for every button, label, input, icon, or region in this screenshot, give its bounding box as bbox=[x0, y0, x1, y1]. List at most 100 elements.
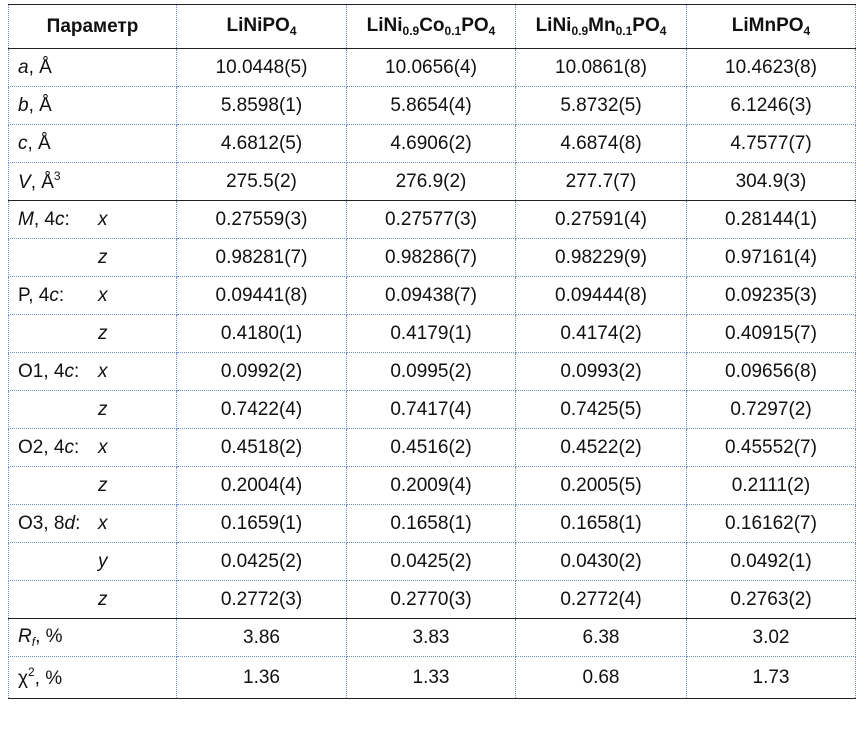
value-cell: 0.0425(2) bbox=[346, 542, 516, 581]
value-cell: 0.4518(2) bbox=[176, 428, 347, 467]
text-part: PO bbox=[461, 15, 489, 36]
value-cell: 0.98286(7) bbox=[346, 238, 516, 277]
text-part: R bbox=[18, 626, 32, 647]
value-cell: 10.0656(4) bbox=[346, 48, 516, 87]
param-label: a, Å bbox=[18, 57, 98, 79]
header-compound: LiNi0.9Co0.1PO4 bbox=[346, 4, 516, 49]
table-row: O1, 4c: x 0.0992(2) 0.0995(2) 0.0993(2) 0.096… bbox=[8, 352, 856, 391]
text-part: , Å bbox=[30, 172, 54, 193]
text-part: d bbox=[64, 512, 76, 534]
value-cell: 0.27559(3) bbox=[176, 200, 347, 239]
text-part: 2 bbox=[27, 665, 35, 679]
value-cell: 0.2770(3) bbox=[346, 580, 516, 619]
text-part: 4 bbox=[659, 24, 667, 38]
text-part: Co bbox=[419, 15, 445, 36]
coord-label: x bbox=[98, 512, 108, 534]
value-cell: 275.5(2) bbox=[176, 162, 347, 201]
value-cell: 0.0492(1) bbox=[686, 542, 856, 581]
param-cell: O1, 4c: x bbox=[8, 352, 177, 391]
text-part: LiMnPO bbox=[731, 15, 804, 36]
value-cell: 0.7422(4) bbox=[176, 390, 347, 429]
text-part: LiNi bbox=[535, 15, 572, 36]
value-cell: 0.7425(5) bbox=[515, 390, 687, 429]
text-part: Mn bbox=[588, 15, 616, 36]
param-cell: χ2, % bbox=[8, 656, 177, 699]
value-cell: 0.09656(8) bbox=[686, 352, 856, 391]
coord-label: x bbox=[98, 436, 108, 458]
text-part: , Å bbox=[28, 56, 52, 78]
text-part: b bbox=[18, 94, 29, 116]
param-cell: Rf, % bbox=[8, 618, 177, 657]
text-part: O1, 4 bbox=[18, 360, 65, 382]
text-part: P, 4 bbox=[18, 284, 50, 306]
value-cell: 3.86 bbox=[176, 618, 347, 657]
table-body: a, Å 10.0448(5) 10.0656(4) 10.0861(8) 10.462… bbox=[8, 48, 856, 699]
value-cell: 0.2772(4) bbox=[515, 580, 687, 619]
param-label: M, 4c: bbox=[18, 209, 98, 231]
text-part: , % bbox=[35, 626, 63, 647]
text-part: LiNiPO bbox=[226, 15, 290, 36]
text-part: : bbox=[75, 512, 81, 534]
table-row: z 0.98281(7) 0.98286(7) 0.98229(9) 0.97161(4… bbox=[8, 238, 856, 277]
value-cell: 276.9(2) bbox=[346, 162, 516, 201]
param-cell: O3, 8d: x bbox=[8, 504, 177, 543]
value-cell: 6.38 bbox=[515, 618, 687, 657]
text-part: c bbox=[18, 132, 28, 154]
value-cell: 0.0992(2) bbox=[176, 352, 347, 391]
text-part: , Å bbox=[27, 132, 51, 154]
text-part: a bbox=[18, 56, 29, 78]
value-cell: 0.28144(1) bbox=[686, 200, 856, 239]
value-cell: 10.4623(8) bbox=[686, 48, 856, 87]
table-row: b, Å 5.8598(1) 5.8654(4) 5.8732(5) 6.1246(3) bbox=[8, 86, 856, 125]
param-cell: z bbox=[8, 314, 177, 353]
value-cell: 0.7417(4) bbox=[346, 390, 516, 429]
value-cell: 0.0425(2) bbox=[176, 542, 347, 581]
param-label: b, Å bbox=[18, 95, 98, 117]
value-cell: 0.40915(7) bbox=[686, 314, 856, 353]
value-cell: 3.02 bbox=[686, 618, 856, 657]
value-cell: 0.7297(2) bbox=[686, 390, 856, 429]
value-cell: 0.0430(2) bbox=[515, 542, 687, 581]
param-cell: z bbox=[8, 390, 177, 429]
table-row: z 0.2772(3) 0.2770(3) 0.2772(4) 0.2763(2) bbox=[8, 580, 856, 619]
coord-label: z bbox=[98, 474, 108, 496]
value-cell: 1.33 bbox=[346, 656, 516, 699]
param-cell: b, Å bbox=[8, 86, 177, 125]
value-cell: 1.73 bbox=[686, 656, 856, 699]
value-cell: 10.0448(5) bbox=[176, 48, 347, 87]
value-cell: 0.97161(4) bbox=[686, 238, 856, 277]
value-cell: 5.8732(5) bbox=[515, 86, 687, 125]
table-row: O2, 4c: x 0.4518(2) 0.4516(2) 0.4522(2) 0.455… bbox=[8, 428, 856, 467]
value-cell: 0.98281(7) bbox=[176, 238, 347, 277]
text-part: O3, 8 bbox=[18, 512, 65, 534]
value-cell: 0.0995(2) bbox=[346, 352, 516, 391]
param-cell: z bbox=[8, 580, 177, 619]
coord-label: z bbox=[98, 588, 108, 610]
value-cell: 0.2005(5) bbox=[515, 466, 687, 505]
header-row: Параметр LiNiPO4 LiNi0.9Co0.1PO4 LiNi0.9… bbox=[8, 4, 856, 49]
table-row: y 0.0425(2) 0.0425(2) 0.0430(2) 0.0492(1) bbox=[8, 542, 856, 581]
text-part: , 4 bbox=[33, 208, 55, 230]
value-cell: 0.45552(7) bbox=[686, 428, 856, 467]
text-part: : bbox=[73, 436, 80, 458]
table-row: M, 4c: x 0.27559(3) 0.27577(3) 0.27591(4) 0.2… bbox=[8, 200, 856, 239]
param-label: c, Å bbox=[18, 133, 98, 155]
table-row: a, Å 10.0448(5) 10.0656(4) 10.0861(8) 10.462… bbox=[8, 48, 856, 87]
param-label: V, Å3 bbox=[18, 169, 98, 194]
value-cell: 4.7577(7) bbox=[686, 124, 856, 163]
value-cell: 6.1246(3) bbox=[686, 86, 856, 125]
text-part: χ bbox=[18, 668, 28, 689]
text-part: 0.9 bbox=[571, 24, 589, 38]
value-cell: 5.8654(4) bbox=[346, 86, 516, 125]
param-cell: y bbox=[8, 542, 177, 581]
text-part: f bbox=[31, 635, 36, 649]
value-cell: 0.27577(3) bbox=[346, 200, 516, 239]
value-cell: 277.7(7) bbox=[515, 162, 687, 201]
text-part: 4 bbox=[488, 24, 496, 38]
value-cell: 304.9(3) bbox=[686, 162, 856, 201]
table-row: z 0.2004(4) 0.2009(4) 0.2005(5) 0.2111(2) bbox=[8, 466, 856, 505]
value-cell: 0.98229(9) bbox=[515, 238, 687, 277]
value-cell: 0.68 bbox=[515, 656, 687, 699]
value-cell: 0.2763(2) bbox=[686, 580, 856, 619]
value-cell: 0.4179(1) bbox=[346, 314, 516, 353]
